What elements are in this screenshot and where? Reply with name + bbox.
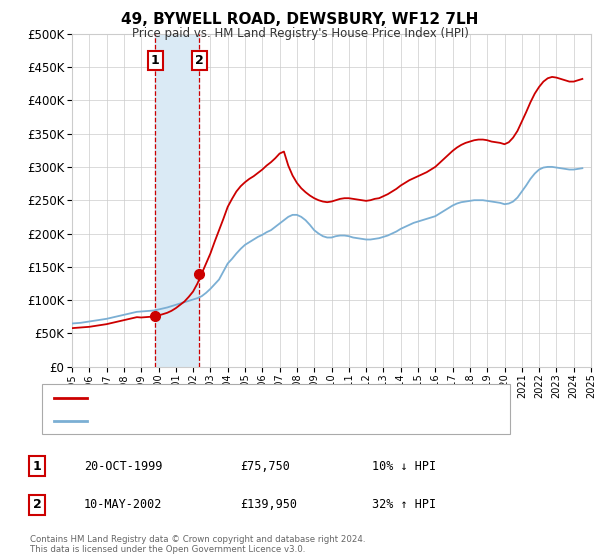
Text: This data is licensed under the Open Government Licence v3.0.: This data is licensed under the Open Gov… — [30, 545, 305, 554]
Text: 1: 1 — [33, 460, 41, 473]
Text: 10% ↓ HPI: 10% ↓ HPI — [372, 460, 436, 473]
Text: £139,950: £139,950 — [240, 498, 297, 511]
Text: 2: 2 — [33, 498, 41, 511]
Text: 10-MAY-2002: 10-MAY-2002 — [84, 498, 163, 511]
Text: 2: 2 — [195, 54, 204, 67]
Text: £75,750: £75,750 — [240, 460, 290, 473]
Text: HPI: Average price, detached house, Kirklees: HPI: Average price, detached house, Kirk… — [94, 417, 340, 426]
Bar — [155, 34, 199, 367]
Text: 20-OCT-1999: 20-OCT-1999 — [84, 460, 163, 473]
Text: 49, BYWELL ROAD, DEWSBURY, WF12 7LH: 49, BYWELL ROAD, DEWSBURY, WF12 7LH — [121, 12, 479, 27]
Text: 32% ↑ HPI: 32% ↑ HPI — [372, 498, 436, 511]
Text: 1: 1 — [151, 54, 160, 67]
Text: Price paid vs. HM Land Registry's House Price Index (HPI): Price paid vs. HM Land Registry's House … — [131, 27, 469, 40]
Text: 49, BYWELL ROAD, DEWSBURY, WF12 7LH (detached house): 49, BYWELL ROAD, DEWSBURY, WF12 7LH (det… — [94, 393, 424, 403]
Text: Contains HM Land Registry data © Crown copyright and database right 2024.: Contains HM Land Registry data © Crown c… — [30, 535, 365, 544]
